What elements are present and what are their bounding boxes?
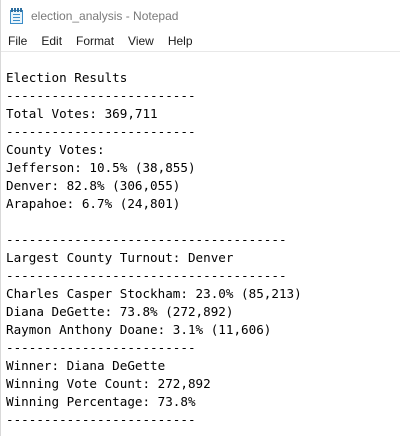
separator-line: ------------------------- — [6, 88, 196, 103]
county-line-arapahoe: Arapahoe: 6.7% (24,801) — [6, 196, 181, 211]
menu-help[interactable]: Help — [167, 34, 193, 48]
separator-line: ------------------------------------- — [6, 268, 287, 283]
menu-edit[interactable]: Edit — [41, 34, 63, 48]
separator-line: ------------------------- — [6, 124, 196, 139]
menu-bar: File Edit Format View Help — [1, 31, 400, 52]
candidate-line-doane: Raymon Anthony Doane: 3.1% (11,606) — [6, 322, 272, 337]
menu-view[interactable]: View — [128, 34, 154, 48]
candidate-line-stockham: Charles Casper Stockham: 23.0% (85,213) — [6, 286, 302, 301]
doc-heading: Election Results — [6, 70, 128, 85]
text-editor[interactable]: Election Results -----------------------… — [1, 52, 400, 436]
county-votes-heading: County Votes: — [6, 142, 105, 157]
county-line-denver: Denver: 82.8% (306,055) — [6, 178, 181, 193]
candidate-line-degette: Diana DeGette: 73.8% (272,892) — [6, 304, 234, 319]
winning-vote-count-line: Winning Vote Count: 272,892 — [6, 376, 211, 391]
blank-line — [6, 213, 400, 231]
county-line-jefferson: Jefferson: 10.5% (38,855) — [6, 160, 196, 175]
separator-line: ------------------------- — [6, 340, 196, 355]
separator-line: ------------------------------------- — [6, 232, 287, 247]
winning-percentage-line: Winning Percentage: 73.8% — [6, 394, 196, 409]
title-bar[interactable]: election_analysis - Notepad — [1, 0, 400, 31]
menu-format[interactable]: Format — [76, 34, 115, 48]
separator-line: ------------------------- — [6, 412, 196, 427]
menu-file[interactable]: File — [8, 34, 28, 48]
total-votes-line: Total Votes: 369,711 — [6, 106, 158, 121]
largest-county-line: Largest County Turnout: Denver — [6, 250, 234, 265]
notepad-icon — [10, 7, 23, 24]
window-title: election_analysis - Notepad — [31, 8, 179, 23]
winner-line: Winner: Diana DeGette — [6, 358, 166, 373]
